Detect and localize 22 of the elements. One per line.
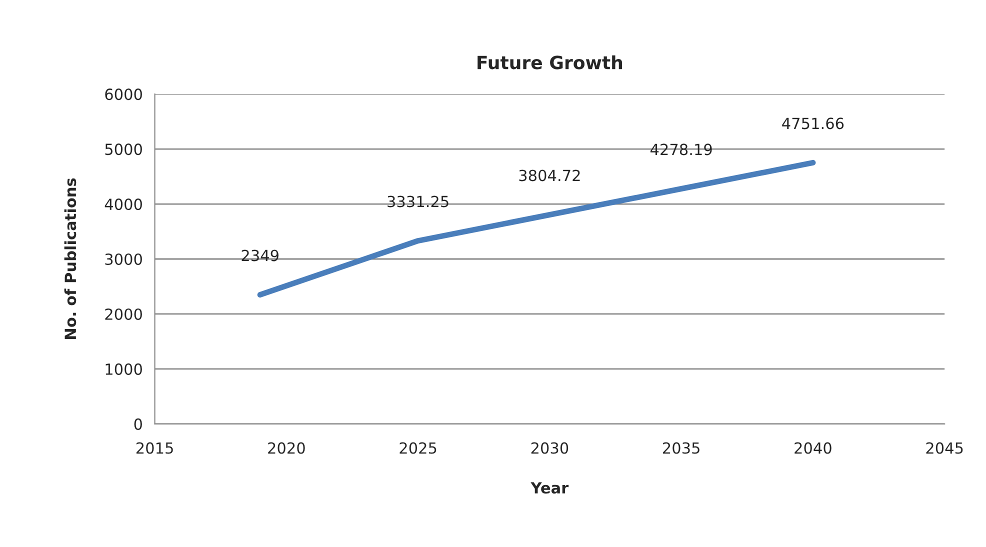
x-tick-label: 2025	[400, 442, 436, 454]
y-axis-title: No. of Publications	[64, 178, 76, 339]
y-tick-label: 5000	[105, 144, 142, 156]
data-label: 2349	[242, 250, 278, 262]
y-tick-label: 3000	[105, 253, 142, 266]
x-axis-title: Year	[530, 482, 569, 494]
y-tick-label: 6000	[105, 88, 142, 100]
y-tick-label: 1000	[106, 363, 142, 375]
y-tick-label: 4000	[104, 198, 142, 210]
x-tick-label: 2040	[794, 442, 832, 454]
data-label: 3331.25	[388, 196, 448, 208]
chart-title: Future Growth	[478, 55, 622, 70]
y-tick-label: 0	[134, 418, 142, 430]
data-label: 3804.72	[519, 170, 580, 182]
data-label: 4278.19	[650, 144, 712, 156]
x-tick-label: 2035	[663, 442, 700, 454]
x-tick-label: 2045	[926, 442, 963, 454]
data-label: 4751.66	[782, 118, 844, 130]
x-tick-label: 2015	[136, 442, 173, 454]
x-tick-label: 2020	[268, 442, 305, 454]
y-tick-label: 2000	[105, 308, 142, 320]
x-tick-label: 2030	[531, 442, 568, 454]
